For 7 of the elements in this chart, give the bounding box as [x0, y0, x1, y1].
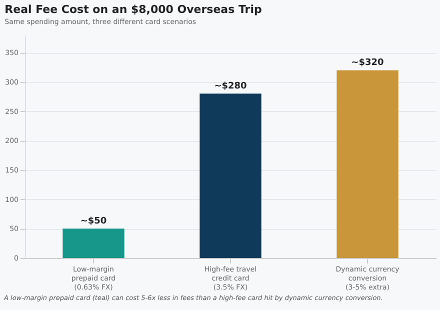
data-label: ~$50	[80, 216, 107, 227]
data-label: ~$320	[351, 58, 384, 68]
bar	[200, 94, 262, 258]
bar	[336, 70, 398, 258]
data-label: ~$280	[214, 82, 247, 92]
chart-title: Real Fee Cost on an $8,000 Overseas Trip	[4, 3, 262, 16]
bar	[62, 228, 124, 258]
